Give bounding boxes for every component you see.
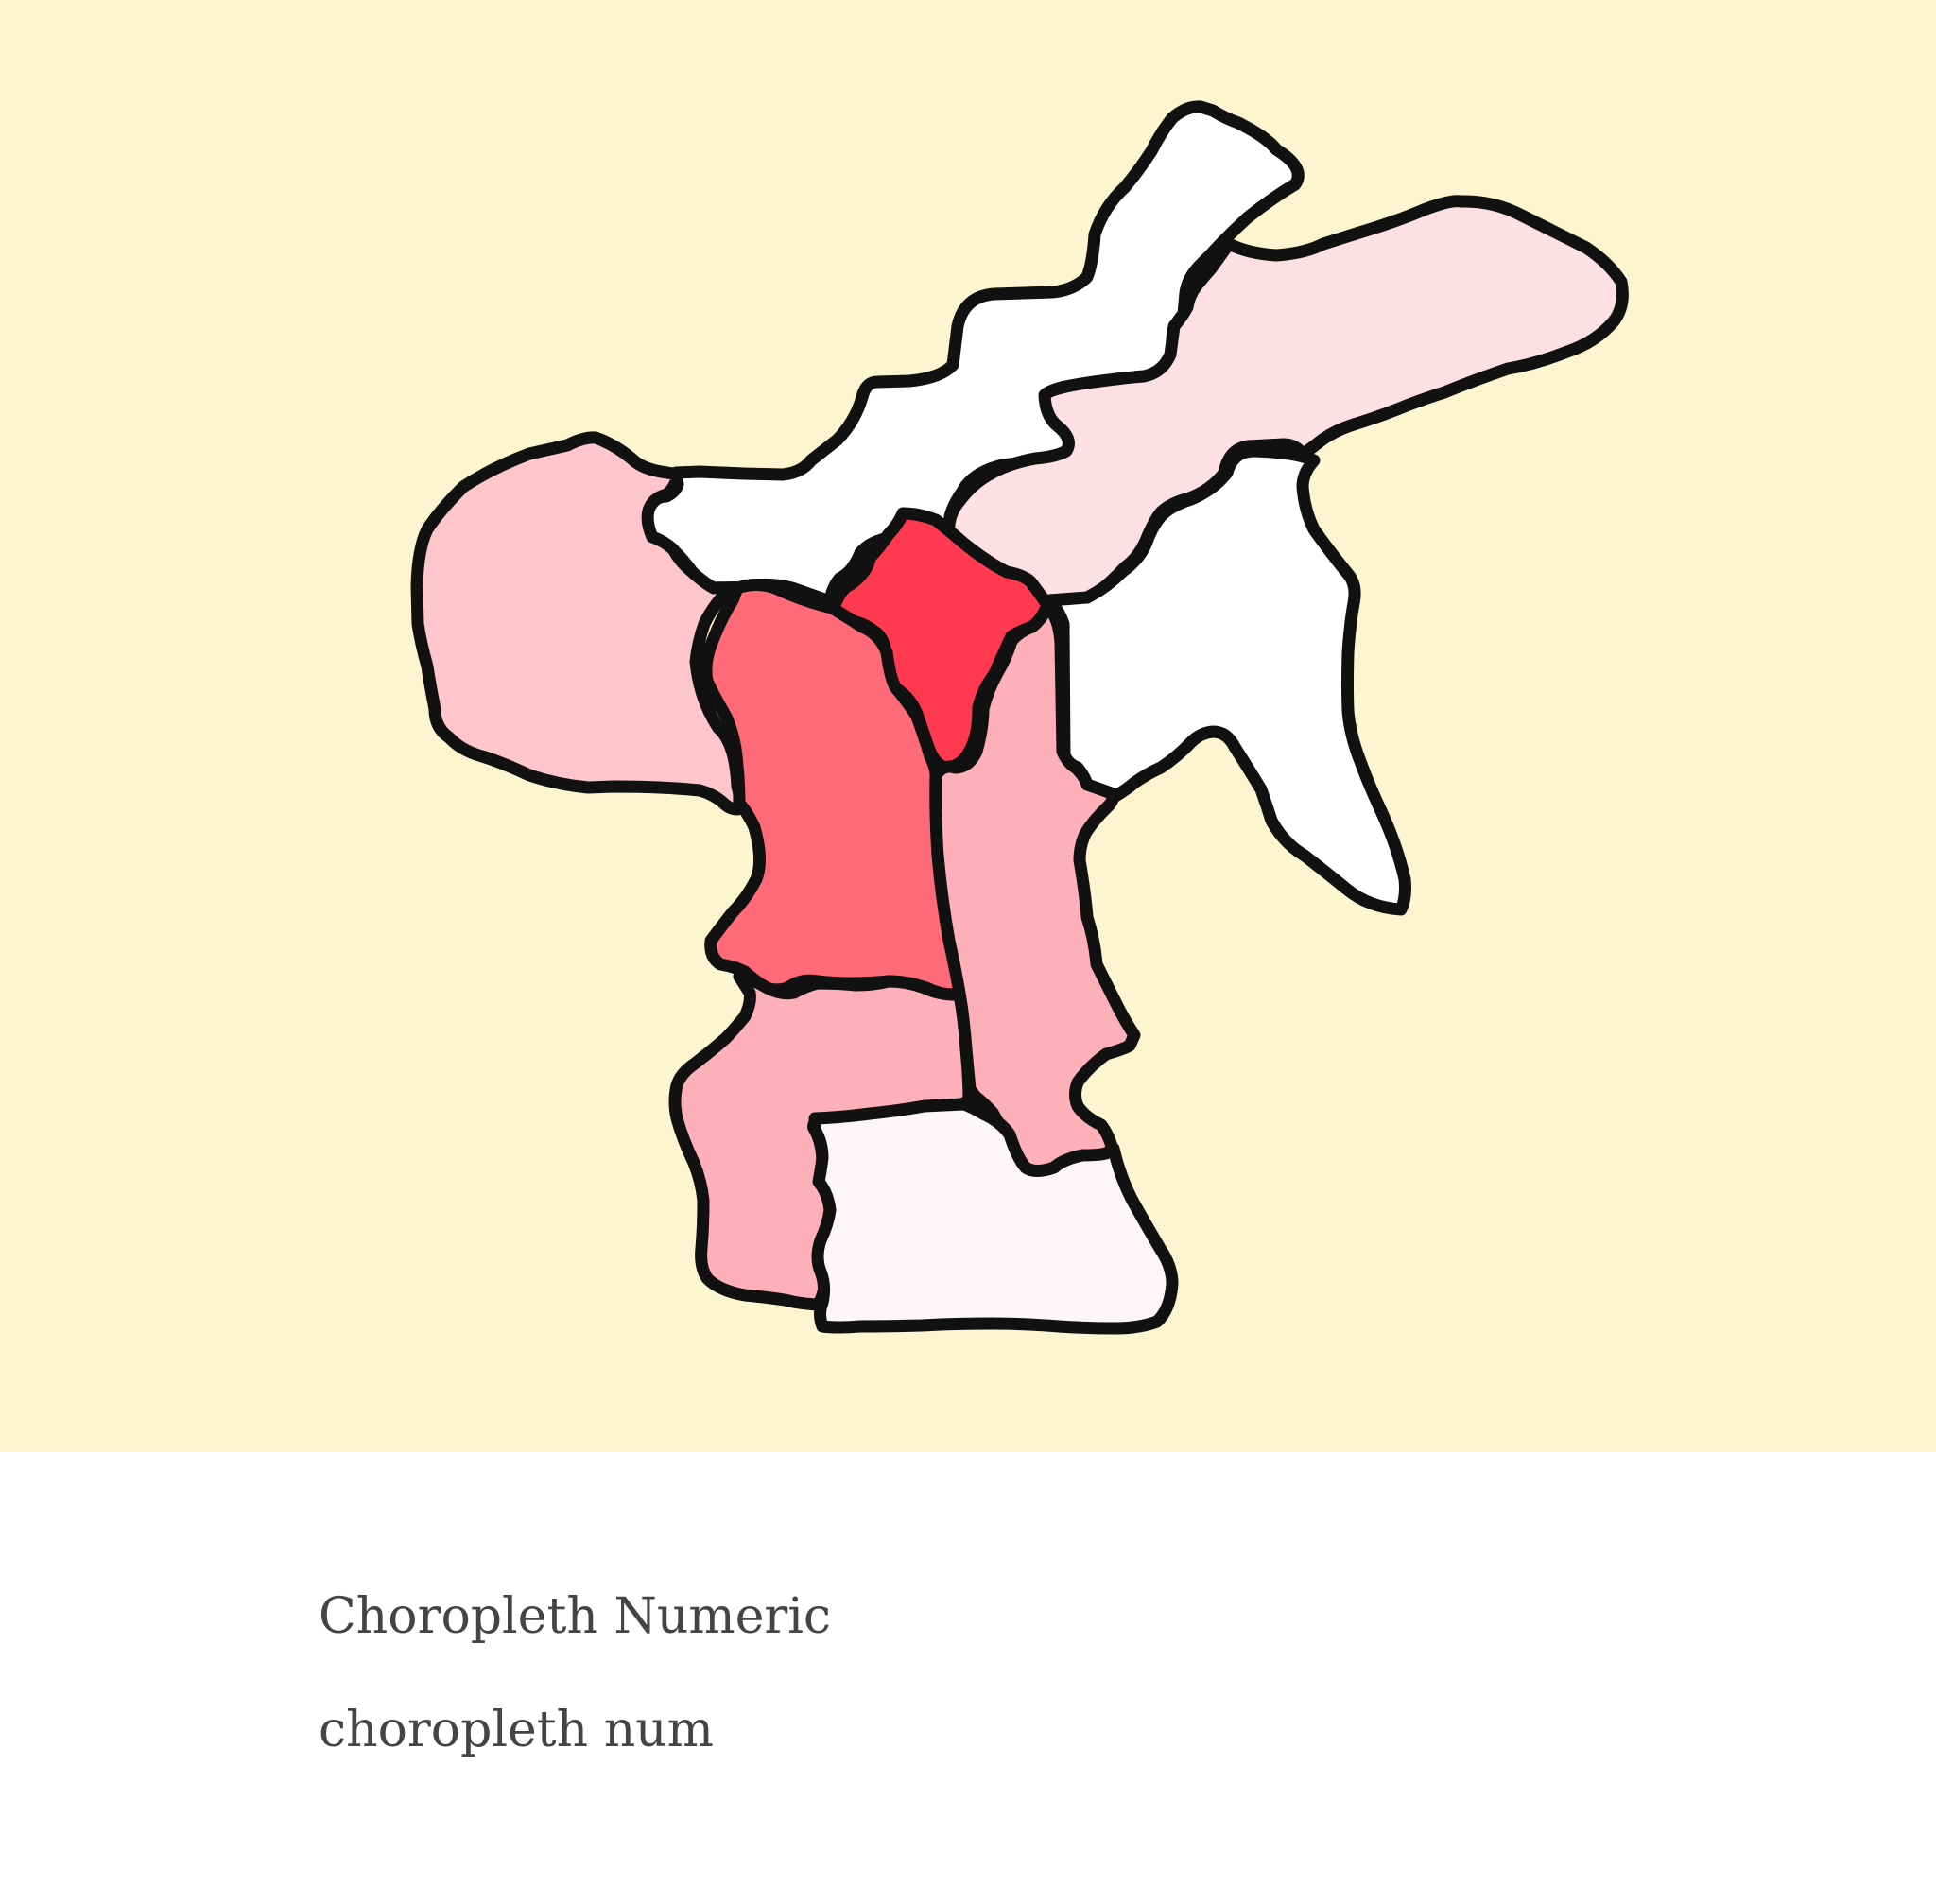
region-west-lobe[interactable] <box>410 431 759 816</box>
chart-title: Choropleth Numeric <box>319 1588 832 1645</box>
choropleth-map <box>410 100 1629 1335</box>
region-east-lobe[interactable] <box>1043 444 1411 916</box>
map-panel <box>0 0 1936 1452</box>
chart-subtitle: choropleth num <box>319 1702 714 1758</box>
map-caption: Choropleth Numeric choropleth num <box>319 1588 831 1758</box>
region-south-east[interactable] <box>808 1098 1179 1335</box>
